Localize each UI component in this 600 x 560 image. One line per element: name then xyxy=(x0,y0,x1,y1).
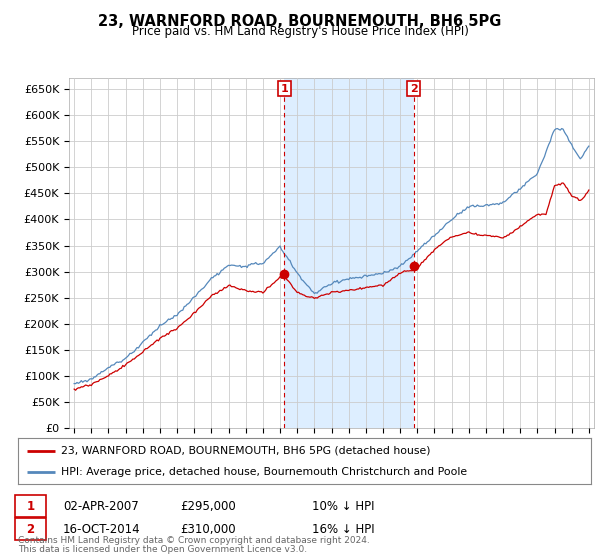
Bar xyxy=(284,78,413,428)
Text: £295,000: £295,000 xyxy=(180,500,236,513)
Text: Contains HM Land Registry data © Crown copyright and database right 2024.: Contains HM Land Registry data © Crown c… xyxy=(18,536,370,545)
Text: HPI: Average price, detached house, Bournemouth Christchurch and Poole: HPI: Average price, detached house, Bour… xyxy=(61,467,467,477)
Text: 16% ↓ HPI: 16% ↓ HPI xyxy=(312,522,374,536)
Text: 02-APR-2007: 02-APR-2007 xyxy=(63,500,139,513)
Text: 10% ↓ HPI: 10% ↓ HPI xyxy=(312,500,374,513)
Text: 23, WARNFORD ROAD, BOURNEMOUTH, BH6 5PG (detached house): 23, WARNFORD ROAD, BOURNEMOUTH, BH6 5PG … xyxy=(61,446,430,456)
Text: £310,000: £310,000 xyxy=(180,522,236,536)
Text: 2: 2 xyxy=(410,83,418,94)
Text: 2: 2 xyxy=(26,522,35,536)
Text: 1: 1 xyxy=(26,500,35,513)
Text: 16-OCT-2014: 16-OCT-2014 xyxy=(63,522,140,536)
Text: 23, WARNFORD ROAD, BOURNEMOUTH, BH6 5PG: 23, WARNFORD ROAD, BOURNEMOUTH, BH6 5PG xyxy=(98,14,502,29)
Text: This data is licensed under the Open Government Licence v3.0.: This data is licensed under the Open Gov… xyxy=(18,545,307,554)
Text: 1: 1 xyxy=(280,83,288,94)
Text: Price paid vs. HM Land Registry's House Price Index (HPI): Price paid vs. HM Land Registry's House … xyxy=(131,25,469,38)
